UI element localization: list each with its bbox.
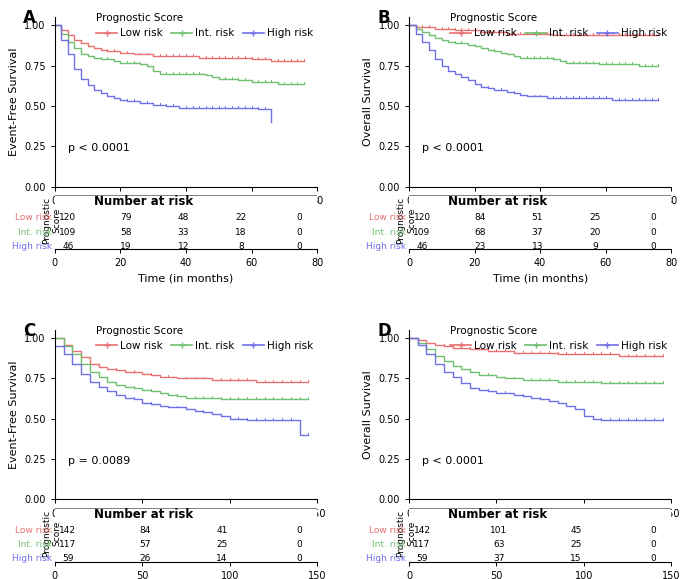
Legend: Low risk, Int. risk, High risk: Low risk, Int. risk, High risk [92,9,317,43]
Text: 13: 13 [532,241,543,251]
X-axis label: Time (in months): Time (in months) [493,273,588,284]
Text: 37: 37 [532,228,543,237]
Text: 0: 0 [650,214,656,222]
Text: 22: 22 [236,214,247,222]
Text: 12: 12 [177,241,189,251]
Text: 117: 117 [60,540,77,549]
Text: 37: 37 [493,554,505,563]
Text: C: C [23,321,36,339]
Text: Number at risk: Number at risk [448,508,547,521]
Y-axis label: Prognostic
Score: Prognostic Score [397,510,416,557]
Text: 0: 0 [650,241,656,251]
Text: 51: 51 [532,214,543,222]
Text: p < 0.0001: p < 0.0001 [422,456,484,466]
Text: 14: 14 [216,554,227,563]
Text: 45: 45 [571,526,582,535]
Text: 20: 20 [590,228,601,237]
Text: 18: 18 [236,228,247,237]
Y-axis label: Prognostic
Score: Prognostic Score [397,197,416,244]
Text: 25: 25 [216,540,227,549]
Text: Number at risk: Number at risk [94,508,193,521]
Text: 0: 0 [296,228,301,237]
Text: High risk: High risk [12,241,52,251]
Text: 46: 46 [416,241,427,251]
Text: A: A [23,9,36,27]
Text: 0: 0 [296,526,301,535]
Text: Low risk: Low risk [369,526,406,535]
Text: 25: 25 [590,214,601,222]
Text: 0: 0 [650,228,656,237]
Text: 57: 57 [139,540,151,549]
Text: p < 0.0001: p < 0.0001 [422,143,484,153]
X-axis label: Time (in months): Time (in months) [493,211,588,221]
Text: 46: 46 [62,241,73,251]
Text: p < 0.0001: p < 0.0001 [68,143,129,153]
Text: 25: 25 [571,540,582,549]
Legend: Low risk, Int. risk, High risk: Low risk, Int. risk, High risk [446,9,671,43]
Y-axis label: Overall Survival: Overall Survival [363,371,373,459]
X-axis label: Time (in months): Time (in months) [138,524,234,534]
Text: High risk: High risk [366,554,406,563]
Text: 0: 0 [296,214,301,222]
Text: 63: 63 [493,540,505,549]
Text: B: B [377,9,390,27]
Text: 0: 0 [296,554,301,563]
Text: 33: 33 [177,228,189,237]
Text: D: D [377,321,391,339]
Text: 41: 41 [216,526,227,535]
Text: 0: 0 [650,540,656,549]
Legend: Low risk, Int. risk, High risk: Low risk, Int. risk, High risk [92,322,317,356]
Text: Int. risk: Int. risk [18,228,52,237]
Text: 79: 79 [120,214,132,222]
Text: Low risk: Low risk [15,214,52,222]
Text: 109: 109 [414,228,431,237]
Text: 19: 19 [120,241,132,251]
Text: Int. risk: Int. risk [18,540,52,549]
Text: 58: 58 [120,228,132,237]
Y-axis label: Event-Free Survival: Event-Free Survival [9,48,18,156]
Text: 120: 120 [60,214,77,222]
Text: Number at risk: Number at risk [94,195,193,208]
X-axis label: Time (in months): Time (in months) [493,524,588,534]
Text: 0: 0 [650,526,656,535]
Text: 26: 26 [139,554,151,563]
Text: 84: 84 [139,526,151,535]
Text: 9: 9 [593,241,598,251]
X-axis label: Time (in months): Time (in months) [138,211,234,221]
Text: High risk: High risk [12,554,52,563]
Text: 84: 84 [474,214,486,222]
X-axis label: Time (in months): Time (in months) [138,273,234,284]
Text: 142: 142 [414,526,431,535]
Text: Low risk: Low risk [369,214,406,222]
Text: 8: 8 [238,241,244,251]
Text: 23: 23 [474,241,486,251]
Text: 0: 0 [296,540,301,549]
Text: 59: 59 [416,554,428,563]
Text: 48: 48 [177,214,189,222]
Text: 120: 120 [414,214,431,222]
Text: 59: 59 [62,554,74,563]
Text: 0: 0 [296,241,301,251]
Text: High risk: High risk [366,241,406,251]
Text: 109: 109 [60,228,77,237]
Y-axis label: Prognostic
Score: Prognostic Score [42,197,62,244]
Text: Int. risk: Int. risk [373,228,406,237]
Text: 101: 101 [490,526,508,535]
Y-axis label: Event-Free Survival: Event-Free Survival [9,361,18,469]
Text: p = 0.0089: p = 0.0089 [68,456,130,466]
Text: 0: 0 [650,554,656,563]
Text: Int. risk: Int. risk [373,540,406,549]
Y-axis label: Prognostic
Score: Prognostic Score [42,510,62,557]
Legend: Low risk, Int. risk, High risk: Low risk, Int. risk, High risk [446,322,671,356]
Text: 142: 142 [60,526,77,535]
Text: 15: 15 [570,554,582,563]
Text: 117: 117 [414,540,431,549]
Text: 68: 68 [474,228,486,237]
Text: Low risk: Low risk [15,526,52,535]
Text: Number at risk: Number at risk [448,195,547,208]
Y-axis label: Overall Survival: Overall Survival [363,58,373,146]
